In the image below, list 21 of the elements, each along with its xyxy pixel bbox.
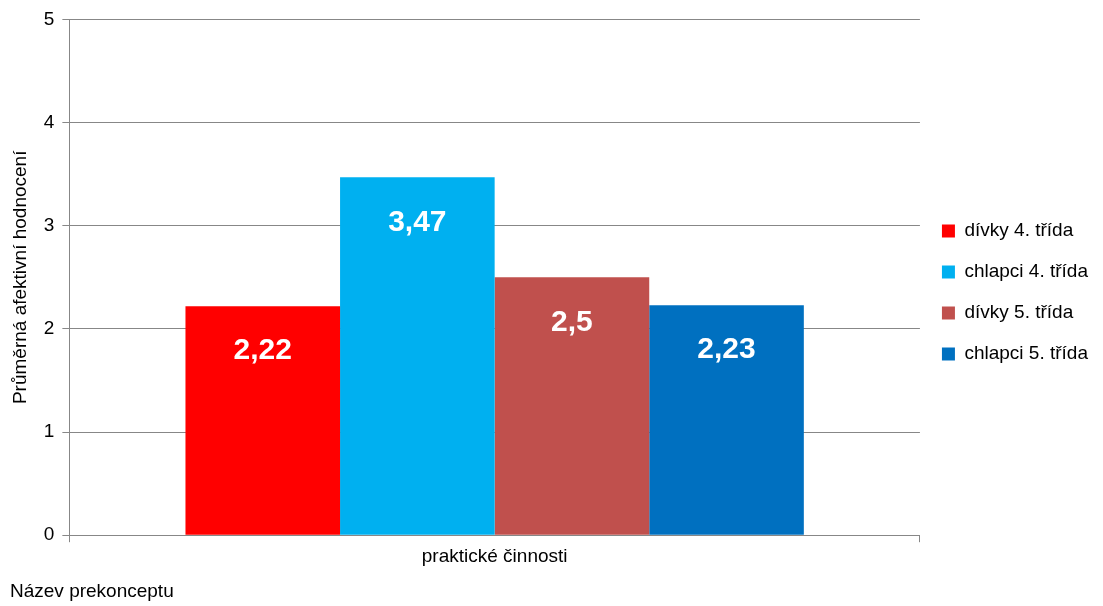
x-tick-label: praktické činnosti: [421, 544, 568, 566]
legend-label: chlapci 5. třída: [964, 342, 1089, 364]
y-axis-title: Průměrná afektivní hodnocení: [8, 149, 30, 405]
legend-label: dívky 4. třída: [964, 219, 1074, 241]
legend-label: dívky 5. třída: [964, 301, 1074, 323]
bar: [649, 305, 804, 535]
y-tick-label: 4: [43, 110, 55, 132]
y-tick-label: 2: [43, 317, 55, 339]
bar: [185, 306, 341, 535]
y-tick-label: 5: [43, 7, 55, 29]
y-tick-label: 0: [43, 523, 55, 545]
text: Název prekonceptu: [10, 580, 174, 602]
data-label: 2,5: [551, 303, 593, 337]
data-label: 2,23: [697, 331, 756, 365]
data-label: 3,47: [388, 203, 447, 237]
data-label: 2,22: [233, 332, 292, 366]
bar: [340, 177, 495, 535]
y-tick-label: 1: [43, 420, 55, 442]
bar: [494, 277, 650, 535]
y-tick-label: 3: [43, 213, 55, 235]
legend-label: chlapci 4. třída: [964, 260, 1089, 282]
